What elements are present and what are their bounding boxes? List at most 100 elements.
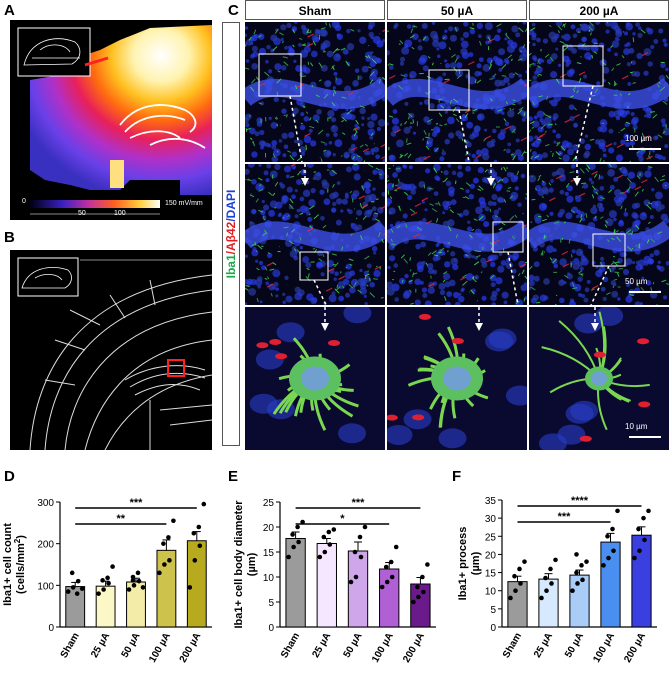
bar-2 [538, 578, 559, 628]
x-tick-label-3: 50 µA [342, 631, 365, 660]
x-tick-label-1: Sham [501, 631, 524, 660]
bar-1 [285, 538, 306, 628]
x-tick-label-1: Sham [59, 631, 82, 660]
microscopy-grid: Sham 50 µA 200 µA 100 µm 50 µm 10 µm [245, 0, 669, 450]
data-point-4-5 [166, 535, 171, 540]
data-point-3-5 [135, 570, 141, 576]
micrograph-r3-c3 [529, 307, 669, 450]
y-tick-label: 25 [263, 498, 275, 509]
data-point-4-3 [167, 558, 172, 563]
data-point-2-5 [105, 575, 110, 581]
panel-c-label: C [228, 2, 239, 19]
data-point-2-2 [544, 588, 549, 594]
data-point-4-1 [379, 584, 385, 590]
bar-5 [186, 540, 207, 628]
data-point-4-2 [606, 555, 611, 561]
data-point-1-5 [295, 524, 300, 530]
micrograph-r2-c3 [529, 164, 669, 305]
y-tick-label: 10 [485, 587, 497, 598]
dapi-label: /DAPI [224, 189, 238, 222]
y-tick-label: 0 [490, 623, 496, 634]
data-point-4-4 [383, 564, 389, 570]
data-point-2-1 [317, 554, 323, 560]
data-point-3-1 [570, 588, 575, 594]
data-point-4-5 [388, 559, 394, 565]
data-point-4-6 [393, 544, 399, 550]
data-point-4-4 [161, 541, 166, 546]
bar-3 [347, 550, 369, 628]
data-point-1-5 [74, 591, 80, 596]
significance-stars-2: * [340, 513, 345, 525]
x-tick-label-4: 100 µA [370, 631, 396, 665]
data-point-4-1 [157, 570, 162, 576]
data-point-3-3 [358, 554, 364, 560]
iba1-label: Iba1 [224, 254, 238, 279]
panel-b-atlas [10, 250, 212, 450]
micrograph-r1-c1 [245, 22, 385, 162]
data-point-5-5 [196, 524, 202, 530]
iba1-side-label: Iba1/Aβ42/DAPI [222, 22, 240, 446]
colorbar-tick-100: 100 [114, 210, 126, 217]
data-point-3-7 [130, 578, 136, 583]
data-point-2-2 [322, 549, 328, 555]
data-point-2-4 [543, 575, 548, 581]
data-point-5-1 [411, 599, 416, 605]
data-point-3-7 [574, 552, 579, 557]
y-tick-label: 25 [485, 532, 497, 543]
data-point-1-4 [69, 570, 75, 576]
bar-4 [600, 541, 621, 628]
bar-3 [569, 574, 590, 628]
y-tick-label: 0 [268, 623, 274, 634]
data-point-3-3 [580, 577, 585, 583]
colorbar-unit: 150 mV/mm [165, 200, 203, 207]
data-point-3-4 [574, 570, 579, 575]
data-point-5-3 [197, 543, 203, 549]
data-point-3-6 [140, 585, 146, 590]
data-point-5-1 [632, 555, 637, 561]
data-point-2-5 [548, 566, 553, 572]
data-point-1-4 [290, 532, 295, 537]
data-point-1-2 [70, 585, 76, 590]
y-tick-label: 200 [37, 540, 54, 551]
data-point-1-4 [512, 573, 517, 579]
panel-e-label: E [228, 468, 239, 485]
panel-a-label: A [4, 2, 15, 19]
y-tick-label: 20 [263, 523, 275, 534]
data-point-5-3 [421, 589, 426, 595]
data-point-4-4 [605, 533, 610, 539]
data-point-2-3 [106, 580, 111, 586]
data-point-3-6 [362, 524, 368, 530]
y-axis-label: Iba1+ process(µm) [457, 527, 482, 601]
chart-e: 0 5 10 15 20 25 Iba1+ cell body diameter(µm) Sh… [233, 497, 436, 665]
significance-stars-2: *** [558, 511, 572, 523]
data-point-2-6 [553, 557, 558, 563]
y-tick-label: 30 [485, 514, 497, 525]
colorbar-tick-50: 50 [78, 210, 86, 217]
bar-4 [379, 568, 400, 628]
column-header-200ua: 200 µA [529, 0, 669, 20]
scale-bar-line-3 [629, 436, 661, 438]
x-tick-label-2: 25 µA [89, 631, 112, 660]
data-point-1-1 [286, 554, 291, 560]
data-point-3-5 [357, 534, 363, 540]
bar-4 [156, 549, 177, 628]
data-point-4-2 [384, 579, 390, 585]
x-tick-label-5: 200 µA [622, 631, 648, 665]
x-tick-label-4: 100 µA [147, 631, 173, 665]
y-tick-label: 10 [263, 573, 275, 584]
significance-stars-1: **** [571, 495, 589, 507]
scale-bar-label-2: 50 µm [625, 277, 648, 286]
data-point-4-1 [601, 563, 606, 568]
x-tick-label-1: Sham [279, 631, 302, 660]
panel-f-label: F [452, 468, 462, 485]
colorbar-tick-0: 0 [22, 198, 26, 205]
x-tick-label-2: 25 µA [310, 631, 333, 660]
data-point-4-5 [610, 526, 615, 532]
data-point-5-2 [637, 548, 642, 554]
y-axis-label: Iba1+ cell body diameter(µm) [233, 500, 258, 629]
data-point-2-3 [549, 581, 554, 586]
data-point-1-6 [79, 586, 85, 591]
data-point-1-3 [296, 539, 301, 545]
micrograph-r2-c1 [245, 164, 385, 305]
y-tick-label: 100 [37, 581, 54, 592]
